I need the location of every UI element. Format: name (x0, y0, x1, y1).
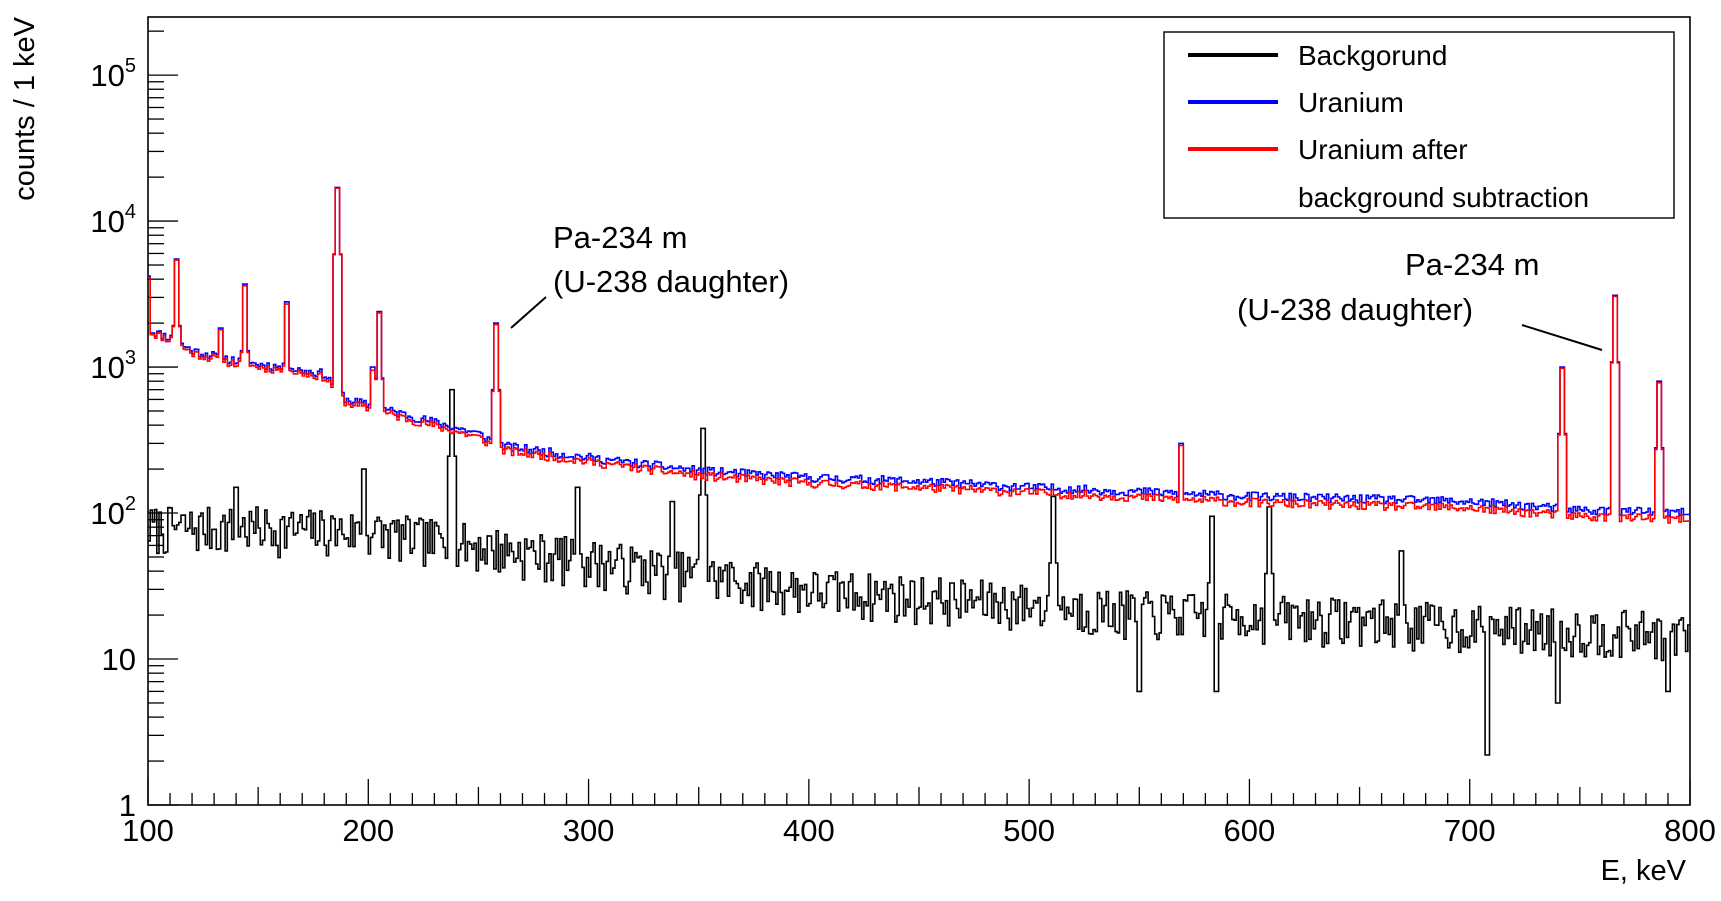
legend-label-background: Backgorund (1298, 40, 1447, 71)
annotation-right-line2: (U-238 daughter) (1237, 292, 1473, 327)
annotation-right-pointer (1521, 324, 1603, 351)
y-axis-title: counts / 1 keV (9, 16, 41, 200)
y-tick-label: 104 (90, 201, 136, 239)
x-tick-label: 200 (342, 813, 394, 848)
y-tick-label: 103 (90, 347, 136, 385)
legend: Backgorund Uranium Uranium after backgro… (1163, 31, 1675, 219)
x-tick-label: 500 (1003, 813, 1055, 848)
x-tick-label: 600 (1224, 813, 1276, 848)
annotation-right-line1: Pa-234 m (1405, 247, 1539, 282)
legend-label-uranium: Uranium (1298, 87, 1404, 118)
x-tick-label: 300 (563, 813, 615, 848)
y-tick-label: 1 (119, 788, 136, 823)
x-tick-label: 100 (122, 813, 174, 848)
annotation-pa234m-left: Pa-234 m (U-238 daughter) (510, 220, 789, 329)
annotation-left-line1: Pa-234 m (553, 220, 687, 255)
annotation-left-line2: (U-238 daughter) (553, 264, 789, 299)
annotation-pa234m-right: Pa-234 m (U-238 daughter) (1237, 247, 1603, 351)
y-tick-label: 105 (90, 55, 136, 93)
x-tick-label: 400 (783, 813, 835, 848)
legend-box (1163, 31, 1675, 219)
legend-label-subtracted-line2: background subtraction (1298, 182, 1589, 213)
x-axis-title: E, keV (1601, 855, 1687, 887)
legend-label-subtracted-line1: Uranium after (1298, 134, 1468, 165)
y-tick-label: 102 (90, 493, 136, 531)
y-tick-label: 10 (102, 642, 136, 677)
x-tick-label: 700 (1444, 813, 1496, 848)
x-tick-labels: 100 200 300 400 500 600 700 800 (122, 813, 1716, 848)
y-tick-labels: 1 10 102 103 104 105 (90, 55, 136, 823)
annotation-left-pointer (510, 296, 547, 329)
series-uranium-subtracted (148, 187, 1690, 524)
series-layer (148, 186, 1690, 756)
series-background (148, 388, 1690, 756)
x-tick-label: 800 (1664, 813, 1716, 848)
axis-ticks (147, 30, 1691, 806)
series-uranium (148, 186, 1690, 518)
